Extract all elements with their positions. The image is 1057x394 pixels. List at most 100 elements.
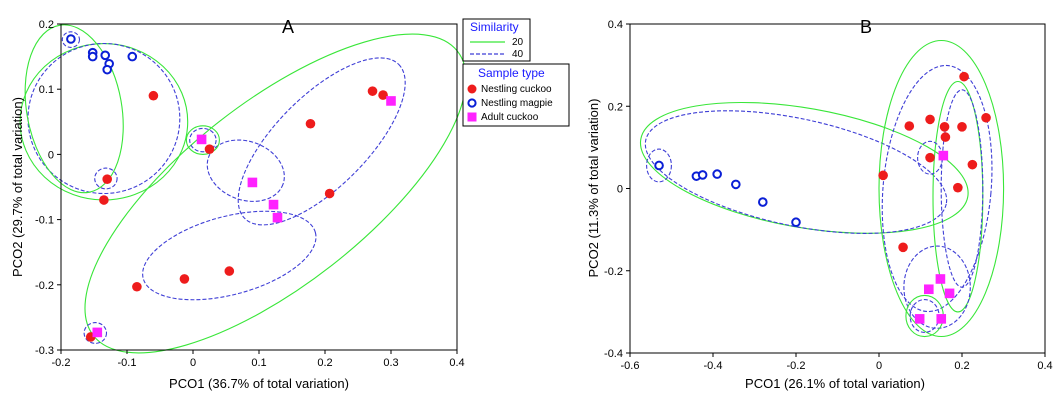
panel-a-x-tick-label: 0.3	[383, 357, 398, 369]
panel-a-x-tick-label: 0.4	[449, 357, 464, 369]
panel-b-title: B	[860, 17, 872, 37]
panel-a-similarity-40-contour	[142, 210, 317, 301]
panel-a-x-tick-label: 0.2	[317, 357, 332, 369]
panel-a-nestling-cuckoo-point	[132, 281, 142, 292]
panel-b-similarity-40-contour	[903, 245, 971, 329]
panel-a-nestling-magpie-point	[66, 34, 76, 44]
panel-a-y-tick-label: 0.2	[39, 19, 54, 31]
panel-b-nestling-magpie-point	[712, 169, 722, 179]
panel-a-nestling-magpie-point	[100, 50, 111, 61]
legend-similarity-20-label: 20	[512, 37, 524, 48]
panel-b-y-tick-label: 0.2	[608, 101, 623, 113]
legend-similarity-title: Similarity	[470, 20, 519, 34]
panel-b-nestling-cuckoo-point	[939, 122, 950, 132]
panel-b-nestling-magpie-point	[758, 197, 768, 207]
panel-a-y-tick-label: -0.1	[35, 215, 54, 227]
panel-b-x-tick-label: 0	[876, 360, 882, 372]
panel-a-plot-frame	[60, 23, 458, 351]
panel-b-y-tick-label: 0	[617, 184, 623, 196]
panel-a-y-axis-label: PCO2 (29.7% of total variation)	[10, 97, 25, 277]
panel-a-x-tick-label: 0.1	[251, 357, 266, 369]
panel-a-similarity-40-contour	[83, 322, 108, 344]
panel-a-nestling-cuckoo-point	[324, 188, 335, 199]
panel-b-contours	[639, 39, 1005, 338]
panel-a-x-axis-label: PCO1 (36.7% of total variation)	[169, 376, 349, 391]
panel-a-x-tick-label: -0.2	[52, 357, 71, 369]
panel-a-ticks: -0.2 -0.1 0 0.1 0.2 0.3 0.4-0.3-0.2-0.100.10.2	[35, 19, 465, 369]
panel-b-similarity-20-contour	[639, 101, 969, 234]
legend-adult-cuckoo-label: Adult cuckoo	[481, 112, 539, 123]
panel-a-x-tick-label: 0	[190, 357, 196, 369]
legend-sample-title: Sample type	[478, 66, 545, 80]
panel-b-y-tick-label: -0.4	[604, 348, 623, 360]
panel-a-nestling-cuckoo-point	[179, 274, 190, 284]
panel-a-similarity-40-contour	[27, 42, 181, 195]
panel-b-nestling-cuckoo-point	[925, 152, 935, 163]
panel-a-similarity-40-contour	[61, 31, 81, 48]
panel-b-nestling-cuckoo-point	[981, 112, 991, 123]
panel-b-adult-cuckoo-point	[944, 288, 955, 299]
panel-a: -0.2 -0.1 0 0.1 0.2 0.3 0.4-0.3-0.2-0.100.10.2…	[10, 17, 467, 391]
panel-b-ticks: -0.6 -0.4 -0.2 0 0.2 0.4-0.4-0.200.20.4	[604, 19, 1053, 372]
panel-b-adult-cuckoo-point	[935, 274, 946, 284]
panel-a-nestling-cuckoo-point	[305, 118, 316, 129]
panel-a-nestling-cuckoo-point	[102, 174, 112, 184]
panel-b-nestling-cuckoo-point	[957, 122, 967, 132]
panel-b-similarity-40-contour	[909, 299, 940, 333]
panel-a-contours	[19, 24, 467, 354]
panel-a-x-tick-label: -0.1	[118, 357, 137, 369]
panel-a-similarity-40-contour	[189, 127, 217, 153]
panel-a-nestling-magpie-point	[87, 51, 98, 62]
panel-b-nestling-cuckoo-point	[959, 71, 969, 82]
panel-b: -0.6 -0.4 -0.2 0 0.2 0.4-0.4-0.200.20.4 B PCO…	[586, 17, 1053, 391]
panel-a-nestling-cuckoo-point	[204, 144, 215, 154]
panel-a-nestling-cuckoo-point	[99, 195, 109, 205]
panel-b-similarity-40-contour	[881, 64, 993, 313]
panel-b-y-tick-label: 0.4	[608, 19, 623, 31]
panel-a-points	[66, 34, 396, 342]
panel-b-nestling-cuckoo-point	[967, 159, 978, 170]
panel-a-similarity-20-contour	[185, 125, 220, 155]
panel-b-y-tick-label: -0.2	[604, 266, 623, 278]
panel-a-adult-cuckoo-point	[386, 96, 396, 106]
panel-a-nestling-magpie-point	[127, 51, 138, 62]
panel-a-adult-cuckoo-point	[272, 212, 283, 223]
legend-similarity-40-label: 40	[512, 49, 524, 60]
panel-a-y-tick-label: 0	[48, 149, 54, 161]
panel-b-nestling-cuckoo-point	[904, 121, 915, 131]
panel-b-nestling-cuckoo-point	[925, 114, 935, 125]
panel-b-similarity-40-contour	[940, 89, 984, 288]
legend: Similarity 20 40 Sample type Nestling cu…	[462, 18, 570, 127]
panel-a-y-tick-label: -0.2	[35, 280, 54, 292]
panel-b-x-axis-label: PCO1 (26.1% of total variation)	[745, 376, 925, 391]
panel-b-y-axis-label: PCO2 (11.3% of total variation)	[586, 99, 601, 278]
panel-a-nestling-magpie-point	[102, 64, 112, 75]
legend-nestling-magpie-marker	[467, 98, 477, 108]
panel-b-points	[654, 71, 991, 324]
panel-b-x-tick-label: 0.2	[954, 360, 969, 372]
panel-a-similarity-40-contour	[206, 139, 285, 202]
panel-b-adult-cuckoo-point	[938, 150, 949, 161]
panel-a-nestling-cuckoo-point	[224, 266, 235, 276]
panel-a-nestling-cuckoo-point	[367, 86, 378, 96]
panel-b-nestling-magpie-point	[791, 217, 801, 228]
panel-b-nestling-cuckoo-point	[878, 170, 888, 181]
panel-b-nestling-magpie-point	[654, 160, 664, 171]
panel-b-nestling-cuckoo-point	[953, 182, 963, 193]
panel-b-adult-cuckoo-point	[914, 314, 925, 324]
panel-a-adult-cuckoo-point	[92, 327, 103, 338]
panel-b-nestling-magpie-point	[697, 170, 708, 180]
panel-b-adult-cuckoo-point	[924, 284, 934, 295]
panel-a-y-tick-label: -0.3	[35, 345, 54, 357]
panel-a-similarity-40-contour	[237, 57, 406, 226]
legend-nestling-magpie-label: Nestling magpie	[481, 98, 553, 109]
panel-b-x-tick-label: -0.6	[621, 360, 640, 372]
panel-b-nestling-magpie-point	[731, 179, 741, 190]
panel-b-x-tick-label: 0.4	[1037, 360, 1052, 372]
panel-a-y-tick-label: 0.1	[39, 84, 54, 96]
legend-sample-box	[462, 63, 570, 127]
panel-b-similarity-40-contour	[646, 148, 672, 183]
legend-adult-cuckoo-marker	[467, 112, 477, 122]
panel-a-adult-cuckoo-point	[268, 199, 279, 210]
